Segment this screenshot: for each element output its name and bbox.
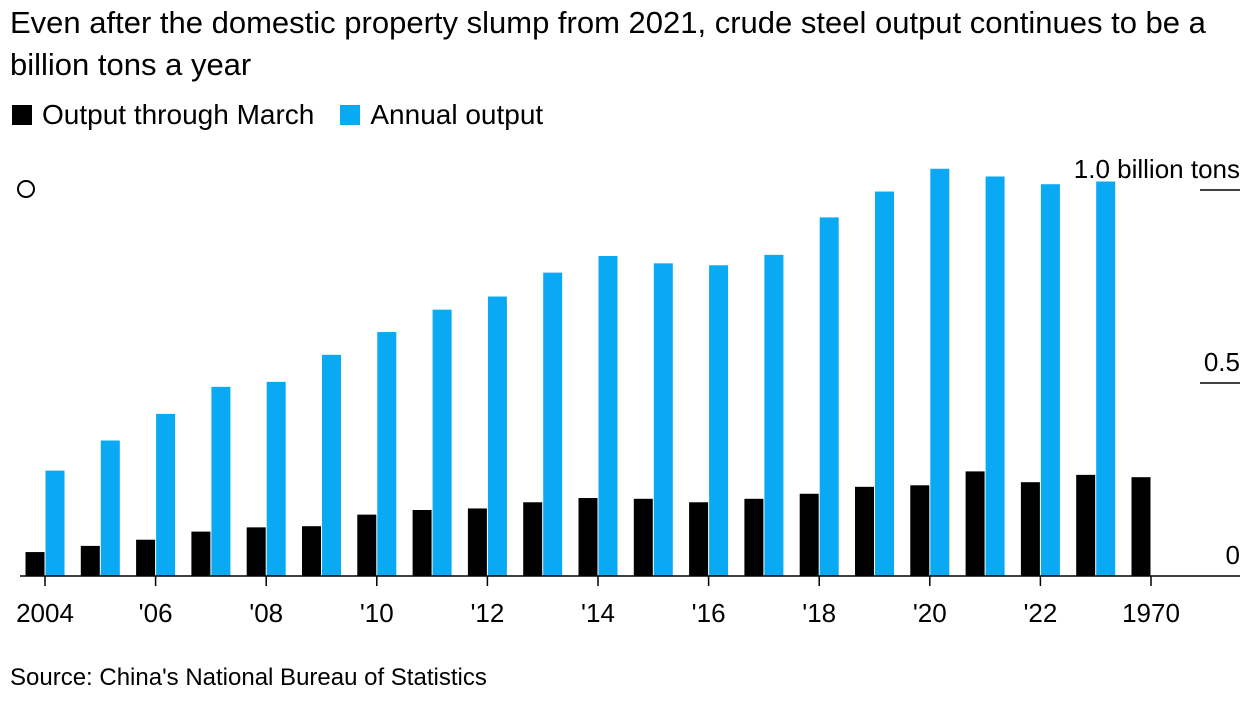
- empty-circle-marker: [17, 180, 35, 198]
- bar-output-through-march-2006: [136, 539, 156, 576]
- bar-annual-output-2014: [598, 256, 618, 576]
- bar-annual-output-2008: [266, 381, 286, 576]
- bar-annual-output-2023: [1096, 181, 1116, 576]
- bar-output-through-march-2009: [302, 526, 321, 576]
- bar-output-through-march-2020: [910, 485, 930, 576]
- legend-label-annual-output: Annual output: [370, 99, 544, 130]
- bar-annual-output-2019: [875, 191, 894, 576]
- x-tick-label: '20: [913, 598, 947, 628]
- bars-group: [25, 168, 1151, 577]
- bar-annual-output-2021: [985, 176, 1005, 577]
- bar-output-through-march-2016: [689, 502, 709, 576]
- bar-annual-output-2020: [930, 168, 950, 576]
- bar-annual-output-2016: [709, 265, 729, 576]
- legend-swatch-output-through-march: [12, 105, 32, 125]
- bar-annual-output-2012: [487, 296, 507, 576]
- x-tick-label: 1970: [1122, 598, 1180, 628]
- bar-annual-output-2011: [432, 309, 452, 576]
- x-tick-label: '22: [1023, 598, 1057, 628]
- legend-item-output-through-march: Output through March: [12, 99, 314, 131]
- legend-label-output-through-march: Output through March: [42, 99, 315, 130]
- bar-output-through-march-2017: [744, 498, 764, 576]
- chart-title: Even after the domestic property slump f…: [10, 5, 1206, 82]
- bar-output-through-march-2015: [633, 498, 653, 576]
- bar-output-through-march-2011: [412, 509, 432, 576]
- bar-annual-output-2022: [1040, 184, 1060, 576]
- bar-output-through-march-2024: [1131, 477, 1151, 576]
- bar-output-through-march-2005: [80, 545, 100, 576]
- bar-annual-output-2013: [543, 272, 563, 576]
- bar-output-through-march-2013: [523, 502, 543, 576]
- source-note: Source: China's National Bureau of Stati…: [10, 664, 487, 691]
- x-tick-label: '14: [581, 598, 615, 628]
- y-tick-label: 1.0 billion tons: [1074, 154, 1240, 184]
- bar-output-through-march-2022: [1020, 482, 1040, 576]
- bar-annual-output-2004: [45, 470, 65, 576]
- bar-output-through-march-2023: [1076, 474, 1096, 576]
- legend-swatch-annual-output: [340, 105, 361, 125]
- x-tick-label: '16: [692, 598, 726, 628]
- bar-output-through-march-2014: [578, 498, 598, 576]
- bar-annual-output-2007: [211, 386, 231, 576]
- bar-annual-output-2009: [322, 354, 341, 576]
- x-tick-label: '06: [139, 598, 173, 628]
- bar-annual-output-2006: [156, 413, 176, 576]
- bar-output-through-march-2007: [191, 531, 211, 576]
- bar-output-through-march-2010: [357, 514, 377, 576]
- bar-output-through-march-2004: [25, 552, 45, 576]
- bar-annual-output-2010: [377, 332, 397, 576]
- bar-output-through-march-2018: [799, 493, 819, 576]
- y-axis: 0 0.5 1.0 billion tons: [1074, 154, 1240, 570]
- x-tick-label: '10: [360, 598, 394, 628]
- x-axis: 2004 '06 '08 '10 '12 '14 '16 '18 '20 '22 1970: [16, 575, 1240, 628]
- x-tick-label: 2004: [16, 598, 74, 628]
- x-tick-label: '18: [802, 598, 836, 628]
- bar-annual-output-2005: [100, 440, 120, 576]
- bar-annual-output-2018: [819, 217, 839, 576]
- x-tick-label: '12: [470, 598, 504, 628]
- x-tick-label: '08: [249, 598, 283, 628]
- bar-output-through-march-2019: [855, 486, 874, 576]
- legend: Output through March Annual output: [12, 99, 569, 131]
- legend-item-annual-output: Annual output: [340, 99, 543, 131]
- bar-output-through-march-2012: [467, 508, 487, 576]
- bar-output-through-march-2021: [965, 471, 985, 576]
- bar-annual-output-2015: [653, 263, 673, 576]
- bar-output-through-march-2008: [246, 527, 266, 576]
- y-tick-label: 0: [1226, 540, 1240, 570]
- y-tick-label: 0.5: [1204, 347, 1240, 377]
- bar-annual-output-2017: [764, 254, 784, 576]
